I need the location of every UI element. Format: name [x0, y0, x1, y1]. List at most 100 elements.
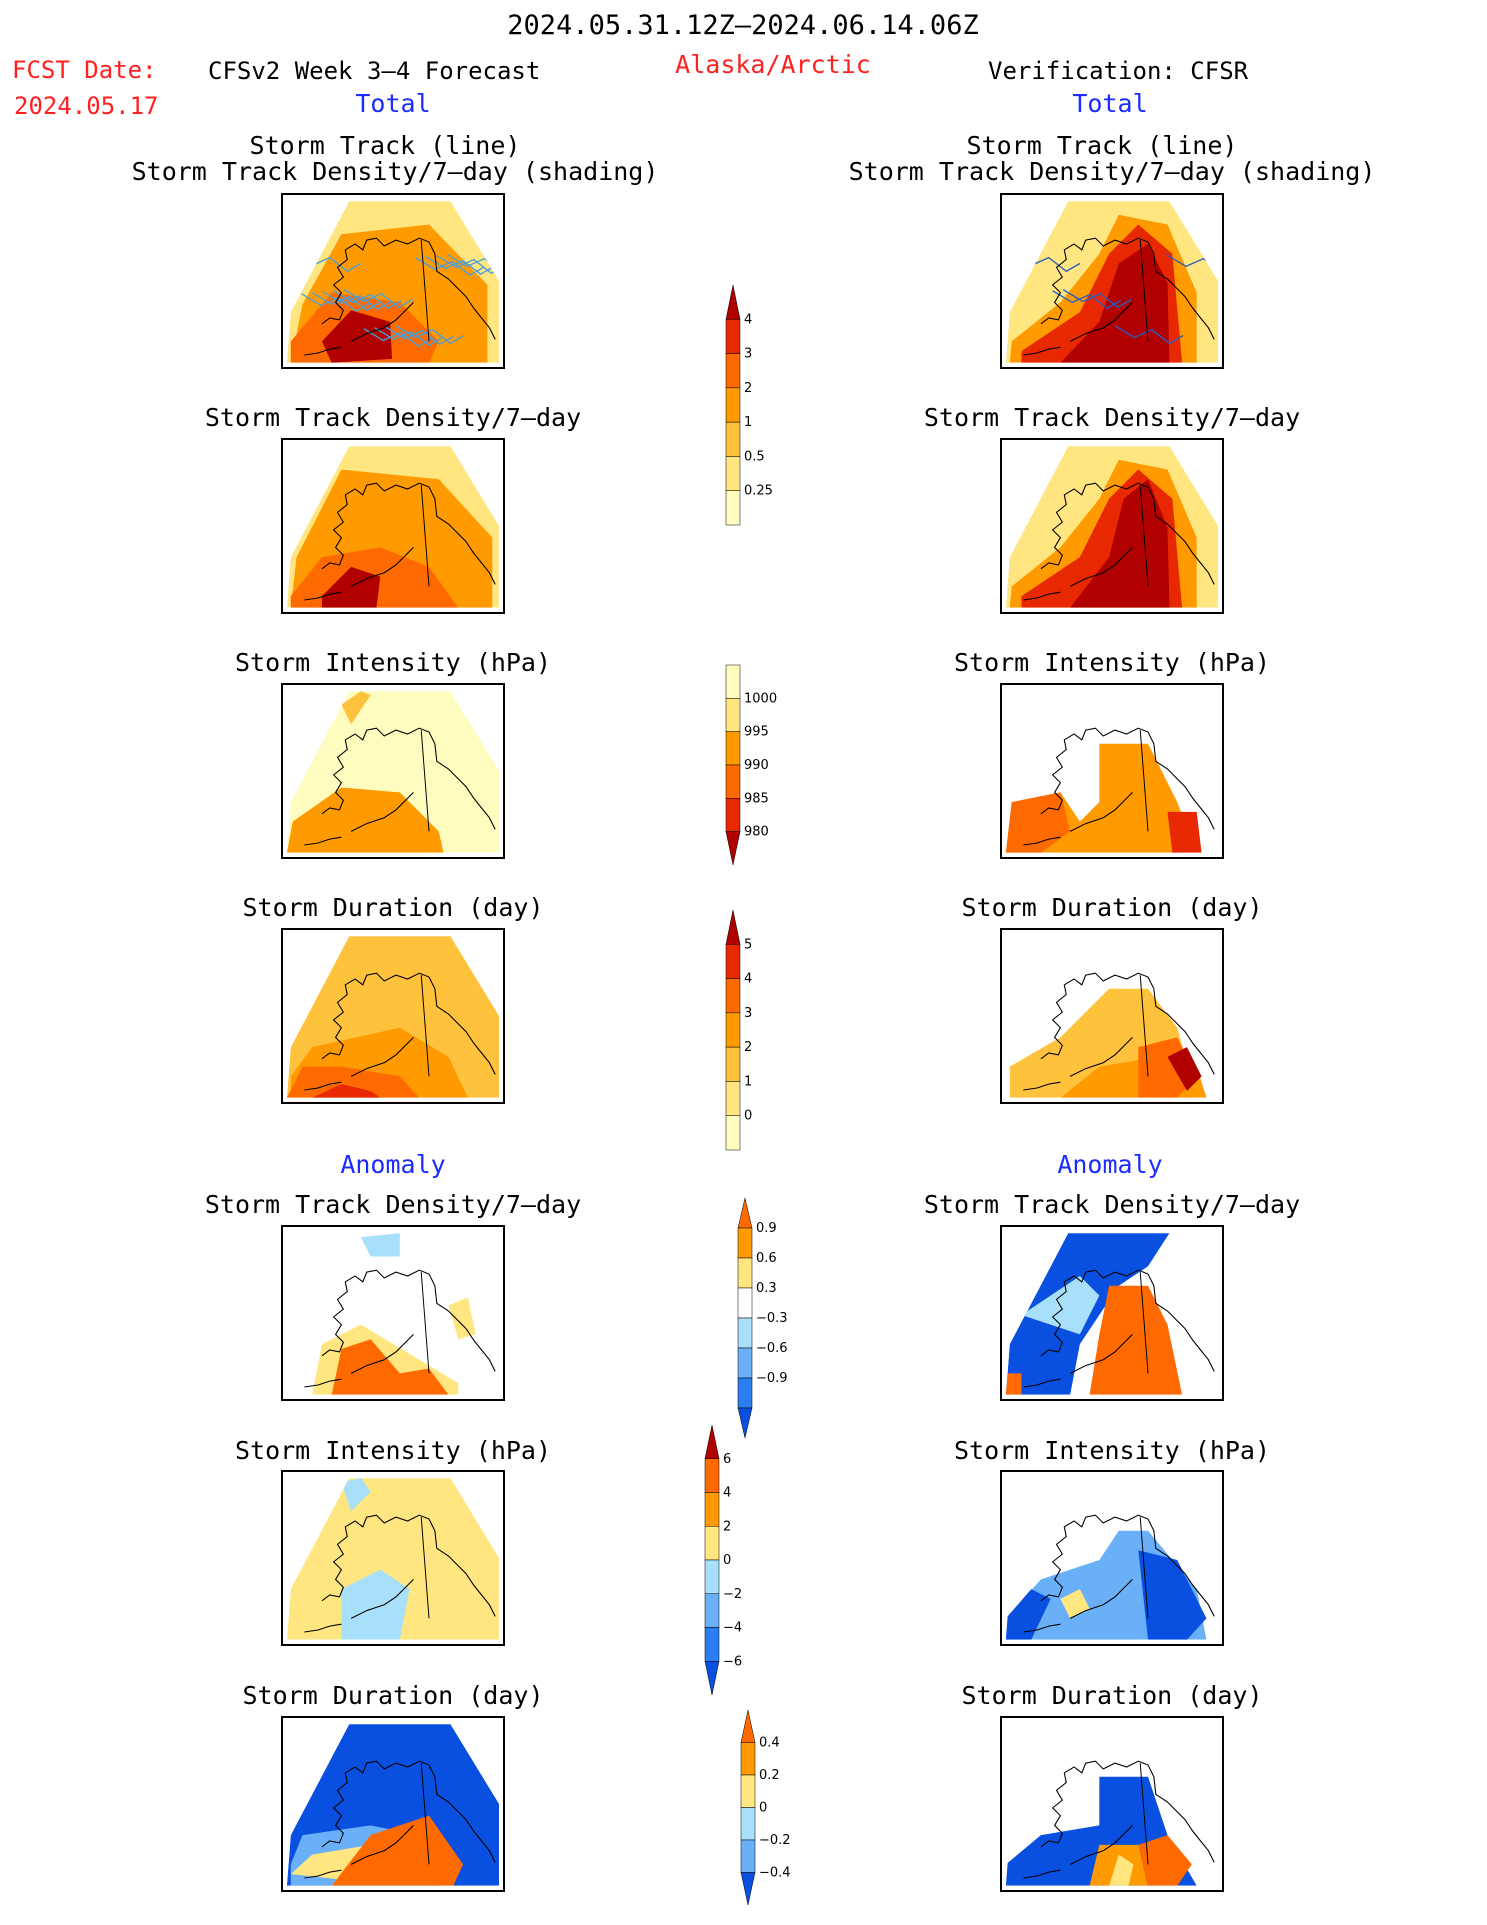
colorbar-svg: 0.9 0.6 0.3 −0.3 −0.6 −0.9 — [737, 1197, 788, 1439]
border-line — [1139, 1763, 1149, 1865]
right-density-map — [1000, 438, 1224, 614]
colorbar-tick-label: −4 — [723, 1621, 742, 1636]
left-duration-map — [281, 928, 505, 1104]
colorbar-tick-label: 5 — [744, 937, 752, 952]
shading-region — [1167, 1047, 1202, 1091]
border-line — [420, 485, 430, 587]
colorbar-tick-label: 2 — [723, 1519, 731, 1534]
left-track-map — [281, 193, 505, 369]
shading-region — [1109, 1854, 1134, 1886]
storm-track-line — [343, 289, 413, 309]
colorbar-tick-label: 6 — [723, 1452, 731, 1467]
storm-track-line — [1166, 254, 1219, 274]
colorbar-tick-label: −6 — [723, 1654, 742, 1669]
border-line — [420, 1272, 430, 1374]
coastline — [1023, 1760, 1215, 1879]
colorbar-segment — [737, 1377, 753, 1409]
colorbar-segment — [704, 1526, 720, 1561]
coastline — [304, 1760, 496, 1879]
fcst-date-value: 2024.05.17 — [14, 92, 159, 120]
storm-track-line — [415, 257, 484, 276]
colorbar-tick-label: 0.6 — [756, 1251, 777, 1266]
left-anomaly-label: Anomaly — [340, 1150, 446, 1179]
shading-layer — [1005, 1776, 1197, 1886]
right-intensity-anom-map — [1000, 1470, 1224, 1646]
coastline — [304, 972, 496, 1091]
shading-region — [286, 787, 444, 853]
intensity-anom-colorbar: 6 4 2 0 −2 −4 −6 — [697, 1405, 767, 1715]
shading-layer — [286, 936, 500, 1098]
colorbar-segment — [740, 1839, 756, 1873]
colorbar-tick-label: 3 — [744, 347, 752, 362]
left-duration-anom-title: Storm Duration (day) — [242, 1681, 544, 1710]
left-intensity-title: Storm Intensity (hPa) — [234, 648, 552, 677]
storm-track-line — [447, 254, 500, 274]
shading-layer — [1005, 446, 1219, 608]
duration-anom-colorbar: 0.4 0.2 0 −0.2 −0.4 — [733, 1690, 803, 1925]
colorbar-tick-label: 4 — [744, 972, 752, 987]
map-svg — [286, 936, 500, 1098]
shading-region — [331, 1815, 464, 1886]
colorbar-segment — [740, 1774, 756, 1808]
colorbar-segment — [740, 1872, 756, 1906]
border-line — [1139, 240, 1149, 342]
density-anom-colorbar: 0.9 0.6 0.3 −0.3 −0.6 −0.9 — [730, 1178, 800, 1458]
map-svg — [1005, 446, 1219, 608]
colorbar-segment — [737, 1287, 753, 1319]
map-svg — [286, 201, 500, 363]
colorbar-segment — [740, 1807, 756, 1841]
colorbar-segment — [725, 387, 741, 423]
colorbar-segment — [704, 1593, 720, 1628]
map-svg — [304, 1233, 496, 1395]
shading-layer — [312, 1233, 476, 1395]
colorbar-tick-label: −0.4 — [759, 1866, 791, 1881]
shading-region — [1060, 1589, 1090, 1619]
map-svg — [1005, 1233, 1215, 1395]
right-density-anom-title: Storm Track Density/7–day — [923, 1190, 1301, 1219]
coastline — [304, 1514, 496, 1633]
shading-region — [341, 1478, 371, 1512]
colorbar-tick-label: 0.3 — [756, 1281, 777, 1296]
storm-track-line — [311, 292, 381, 312]
colorbar-segment — [725, 978, 741, 1014]
colorbar-tick-label: 1 — [744, 1074, 752, 1089]
verification-title: Verification: CFSR — [988, 57, 1249, 85]
border-line — [1139, 1517, 1149, 1619]
colorbar-tick-label: 4 — [723, 1486, 731, 1501]
colorbar-segment — [725, 1081, 741, 1116]
colorbar-tick-label: 3 — [744, 1006, 752, 1021]
model-title: CFSv2 Week 3–4 Forecast — [208, 57, 541, 85]
shading-region — [1167, 811, 1202, 853]
colorbar-segment — [725, 421, 741, 457]
shading-region — [312, 1084, 381, 1098]
shading-region — [341, 1569, 410, 1640]
shading-region — [1138, 1835, 1192, 1886]
colorbar-segment — [725, 353, 741, 389]
shading-region — [1138, 1550, 1207, 1640]
colorbar-tick-label: 1000 — [744, 691, 777, 706]
border-line — [420, 1763, 430, 1865]
storm-track-line — [1052, 290, 1122, 310]
colorbar-svg: 4 3 2 1 0.5 0.25 — [725, 284, 773, 526]
colorbar-tick-label: −0.9 — [756, 1371, 788, 1386]
left-intensity-anom-map — [281, 1470, 505, 1646]
right-density-anom-map — [1000, 1225, 1224, 1401]
shading-region — [448, 1297, 476, 1340]
colorbar-segment — [725, 456, 741, 491]
shading-region — [321, 566, 381, 608]
map-svg — [1005, 201, 1219, 363]
coastline — [1023, 482, 1215, 601]
coastline — [304, 727, 496, 846]
left-duration-title: Storm Duration (day) — [242, 893, 544, 922]
right-track-map — [1000, 193, 1224, 369]
right-intensity-anom-title: Storm Intensity (hPa) — [953, 1436, 1271, 1465]
border-line — [1139, 975, 1149, 1077]
colorbar-segment — [725, 1115, 741, 1151]
fcst-date-label: FCST Date: — [12, 56, 157, 84]
colorbar-segment — [704, 1492, 720, 1527]
map-svg — [1005, 1760, 1215, 1886]
shading-layer — [286, 1478, 500, 1640]
border-line — [1139, 1272, 1149, 1374]
right-total-label: Total — [1072, 89, 1148, 118]
colorbar-tick-label: 0 — [759, 1801, 767, 1816]
